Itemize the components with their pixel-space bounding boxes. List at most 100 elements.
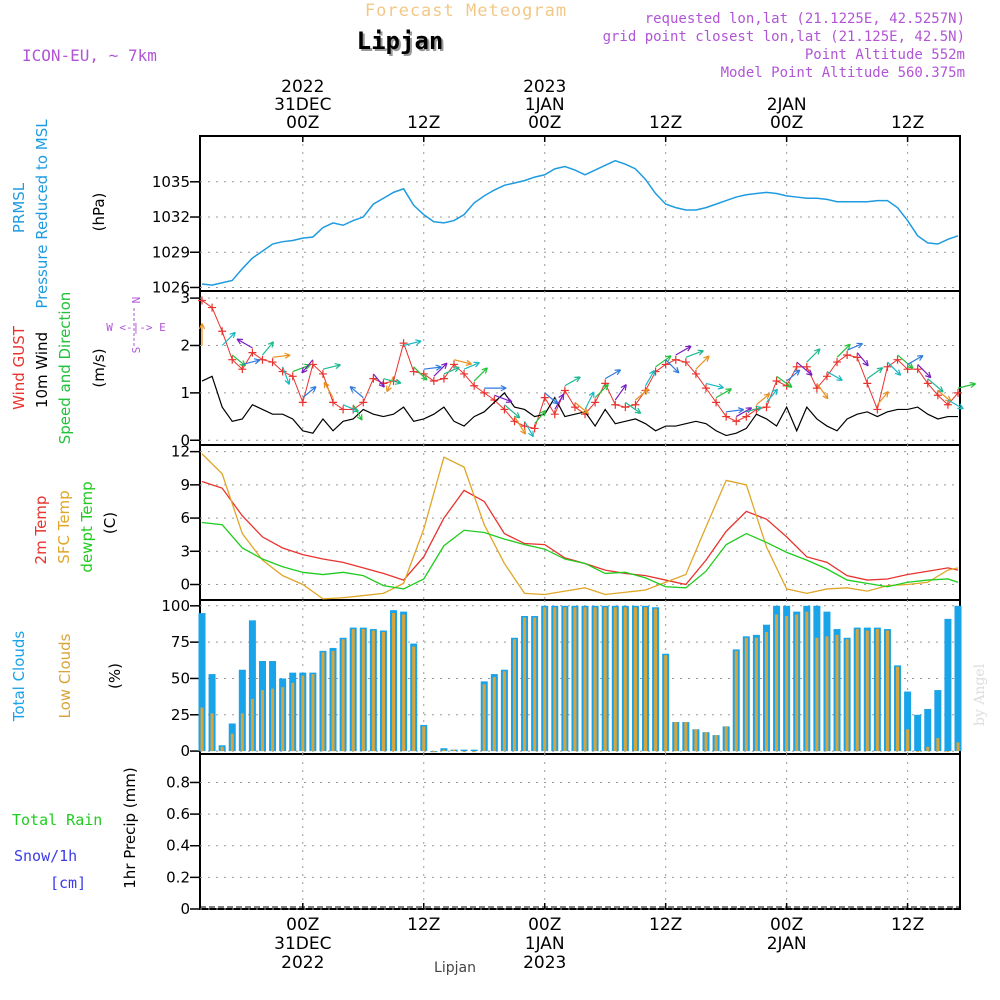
low-cloud-bar	[613, 607, 617, 752]
wind-direction-arrow	[463, 361, 480, 370]
gust-marker	[369, 374, 378, 383]
top-time-label: 1JAN	[525, 95, 565, 115]
wind-direction-arrow	[866, 367, 884, 380]
temp-label-dewpt: dewpt Temp	[78, 481, 96, 572]
low-cloud-bar	[432, 751, 436, 753]
wind-direction-arrow	[198, 323, 206, 346]
gust-marker	[661, 360, 670, 369]
wind-y-ticks: 0 1 2 3	[180, 289, 190, 449]
low-cloud-bar	[835, 634, 839, 752]
low-cloud-bar	[795, 614, 799, 752]
low-cloud-bar	[200, 707, 204, 752]
top-time-label: 12Z	[407, 113, 440, 133]
wind-direction-arrow	[604, 369, 622, 380]
compass-south: S	[130, 347, 143, 354]
wind-label-direction: Speed and Direction	[56, 292, 74, 445]
wind-direction-arrow	[635, 388, 650, 401]
low-cloud-bar	[442, 749, 446, 752]
wind-direction-arrow	[876, 390, 889, 406]
gust-marker	[409, 367, 418, 376]
gust-marker	[228, 355, 237, 364]
gust-marker	[853, 353, 862, 362]
wind-direction-arrow	[433, 362, 448, 377]
low-cloud-bar	[210, 713, 214, 752]
gust-marker	[883, 362, 892, 371]
low-cloud-bar	[220, 746, 224, 752]
low-cloud-bar	[946, 751, 950, 753]
credit-text: by Angel	[972, 663, 988, 726]
low-cloud-bar	[896, 666, 900, 752]
temp-label-sfc: SFC Temp	[55, 490, 73, 563]
top-time-label: 00Z	[286, 113, 319, 133]
wind-direction-arrow	[826, 371, 843, 381]
gust-marker	[712, 398, 721, 407]
precip-tick: 0	[180, 900, 190, 918]
clouds-y-ticks: 0 25 50 75 100	[161, 597, 190, 760]
low-cloud-bar	[704, 732, 708, 752]
gust-marker	[742, 412, 751, 421]
gust-marker	[500, 405, 509, 414]
gust-marker	[611, 400, 620, 409]
gust-marker	[671, 355, 680, 364]
wind-direction-arrow	[484, 384, 507, 392]
gust-marker	[732, 417, 741, 426]
precip-tick: 0.6	[166, 805, 190, 823]
clouds-label-low: Low Clouds	[56, 633, 74, 718]
gust-marker	[691, 369, 700, 378]
low-cloud-bar	[331, 650, 335, 752]
compass-west-east: W <-|-> E	[106, 321, 166, 334]
low-cloud-bar	[321, 652, 325, 752]
low-cloud-bar	[603, 607, 607, 752]
wind-direction-arrow	[786, 369, 801, 382]
wind-direction-arrow	[705, 382, 724, 390]
compass-north: N	[130, 297, 143, 304]
gust-marker	[772, 377, 781, 386]
grid-point-coords: grid point closest lon,lat (21.125E, 42.…	[603, 29, 965, 45]
pressure-tick: 1032	[152, 208, 190, 226]
temperature-tick: 6	[180, 509, 190, 527]
low-cloud-bar	[271, 688, 275, 752]
wind-direction-arrow	[262, 341, 275, 356]
low-cloud-bar	[371, 630, 375, 752]
total-cloud-bar	[460, 749, 468, 752]
bottom-time-label: 00Z	[770, 915, 803, 935]
low-cloud-bar	[512, 639, 516, 752]
temperature-tick: 9	[180, 476, 190, 494]
low-cloud-bar	[462, 751, 466, 753]
gust-marker	[702, 384, 710, 393]
low-cloud-bar	[452, 749, 456, 752]
low-cloud-bar	[764, 631, 768, 752]
precip-label-rain: Total Rain	[12, 811, 102, 829]
total-cloud-bar	[208, 674, 216, 752]
low-cloud-bar	[754, 637, 758, 752]
wind-direction-arrow	[685, 349, 704, 358]
wind-speed-line	[201, 375, 958, 437]
low-cloud-bar	[694, 729, 698, 752]
wind-direction-arrow	[272, 352, 291, 359]
low-cloud-bar	[583, 607, 587, 752]
low-cloud-bar	[684, 722, 688, 752]
wind-direction-arrow	[322, 362, 341, 370]
wind-direction-arrow	[524, 421, 534, 438]
wind-direction-arrow	[242, 358, 261, 366]
dewpt-line	[201, 521, 959, 590]
wind-direction-arrow	[927, 378, 944, 393]
low-cloud-bar	[392, 613, 396, 752]
wind-direction-arrow	[554, 393, 565, 410]
clouds-tick: 25	[171, 706, 190, 724]
gust-marker	[318, 369, 327, 378]
gust-marker	[621, 403, 630, 412]
low-cloud-bar	[885, 630, 889, 752]
app-title: Forecast Meteogram	[365, 1, 567, 21]
low-cloud-bar	[482, 684, 486, 752]
wind-direction-arrow	[917, 364, 932, 379]
wind-tick: 1	[180, 384, 190, 402]
low-cloud-bar	[553, 607, 557, 752]
low-cloud-bar	[734, 650, 738, 752]
gust-marker	[762, 403, 771, 412]
wind-direction-arrow	[413, 366, 428, 381]
total-cloud-bar	[470, 749, 478, 752]
pressure-tick: 1026	[152, 278, 190, 296]
gust-marker	[802, 362, 811, 371]
